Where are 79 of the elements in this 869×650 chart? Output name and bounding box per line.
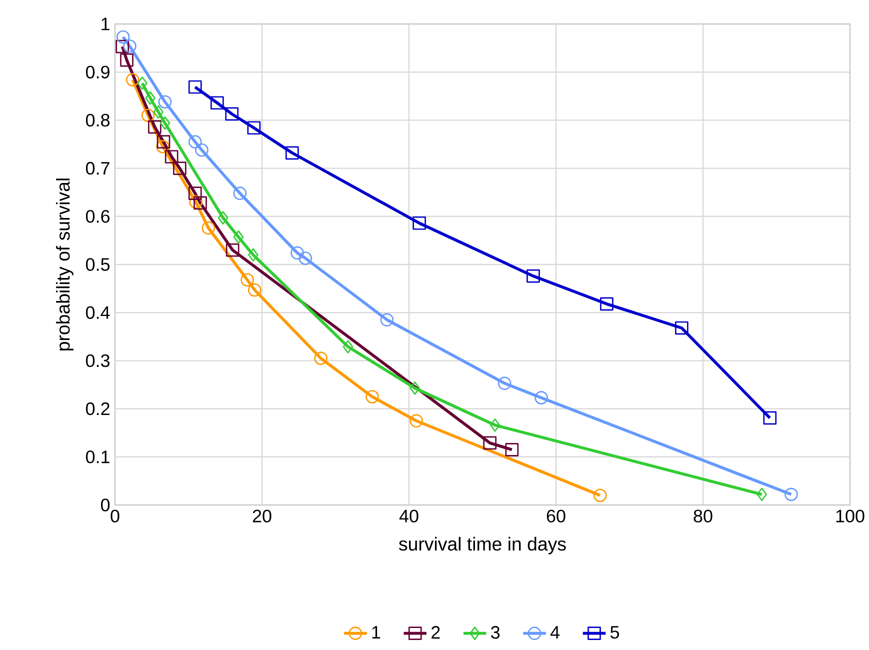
x-axis-title: survival time in days: [398, 536, 566, 554]
point: [233, 230, 244, 244]
point: [156, 135, 170, 149]
point: [763, 411, 777, 425]
y-tick-label: 0.2: [86, 402, 110, 416]
x-tick-label: 20: [252, 510, 272, 522]
y-tick-label: 0.9: [86, 66, 110, 78]
point: [158, 95, 172, 109]
point: [145, 91, 156, 105]
y-tick-label: 0.7: [86, 162, 110, 175]
point: [366, 390, 379, 404]
point: [290, 246, 304, 260]
legend-label: 3: [491, 626, 500, 639]
point: [218, 211, 228, 225]
point: [148, 120, 162, 134]
point: [156, 140, 170, 154]
point: [126, 73, 140, 86]
point: [505, 443, 519, 456]
point: [225, 107, 239, 121]
point: [248, 283, 262, 297]
y-tick-label: 1: [102, 18, 110, 30]
point: [188, 135, 202, 149]
point: [160, 116, 170, 130]
point: [593, 488, 607, 502]
y-tick-label: 0.1: [86, 450, 110, 464]
point: [141, 108, 155, 122]
x-tick-label: 100: [836, 510, 864, 522]
point: [116, 30, 130, 44]
point: [189, 195, 203, 209]
x-tick-label: 80: [694, 510, 712, 522]
point: [526, 269, 540, 283]
point: [116, 40, 130, 54]
point: [137, 76, 148, 90]
y-tick-label: 0.8: [86, 114, 110, 127]
x-tick-label: 40: [399, 510, 418, 522]
point: [342, 340, 354, 354]
y-tick-label: 0.6: [86, 210, 110, 223]
point: [285, 146, 299, 160]
point: [188, 186, 202, 200]
legend-label: 5: [610, 626, 620, 639]
y-axis-title: probability of survival: [56, 178, 74, 350]
point: [380, 313, 394, 326]
point: [153, 105, 164, 119]
point: [226, 243, 240, 257]
point: [240, 273, 254, 287]
point: [298, 252, 312, 265]
point: [173, 162, 186, 175]
point: [410, 381, 420, 395]
point: [314, 352, 328, 365]
legend-label: 4: [550, 626, 560, 639]
point: [784, 488, 798, 502]
y-tick-label: 0.3: [86, 354, 110, 368]
point: [210, 96, 224, 110]
point: [247, 121, 261, 135]
point: [194, 196, 207, 210]
point: [756, 488, 767, 502]
point: [202, 221, 216, 235]
y-tick-label: 0: [100, 498, 110, 512]
legend-label: 2: [432, 626, 440, 639]
point: [600, 297, 614, 311]
y-tick-label: 0.5: [86, 258, 110, 271]
legend-label: 1: [372, 626, 380, 639]
point: [490, 418, 500, 432]
point: [412, 216, 426, 230]
point: [498, 376, 512, 390]
x-tick-label: 0: [110, 510, 120, 522]
point: [123, 39, 136, 53]
point: [483, 436, 497, 450]
point: [120, 53, 134, 67]
point: [248, 248, 258, 262]
point: [410, 414, 424, 428]
point: [164, 150, 178, 164]
point: [233, 186, 247, 200]
point: [195, 143, 208, 157]
point: [675, 321, 688, 335]
point: [188, 80, 202, 94]
point: [534, 391, 548, 404]
x-tick-label: 60: [546, 510, 566, 522]
y-tick-label: 0.4: [86, 306, 110, 319]
